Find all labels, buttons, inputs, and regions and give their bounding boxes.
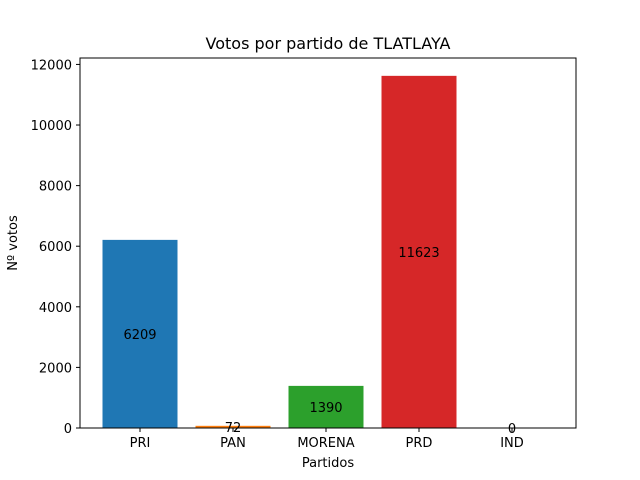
y-axis-label: Nº votos [6, 215, 21, 271]
bar-pri [102, 239, 178, 428]
y-tick-label-12000: 12000 [31, 58, 72, 73]
y-tick-label-10000: 10000 [31, 119, 72, 134]
y-tick-label-2000: 2000 [39, 361, 72, 376]
bars-group [102, 75, 457, 429]
bar-value-label-morena: 1390 [309, 401, 342, 416]
chart-title: Votos por partido de TLATLAYA [206, 34, 451, 53]
x-tick-label-pan: PAN [220, 436, 246, 451]
x-axis-label: Partidos [302, 456, 354, 471]
y-tick-label-8000: 8000 [39, 180, 72, 195]
y-tick-label-4000: 4000 [39, 301, 72, 316]
bar-prd [381, 75, 457, 429]
bar-pan [195, 425, 271, 428]
x-tick-label-morena: MORENA [297, 436, 354, 451]
y-tick-label-0: 0 [64, 422, 72, 437]
bar-value-label-pri: 6209 [123, 328, 156, 343]
plot-frame [79, 57, 577, 429]
x-tick-label-prd: PRD [406, 436, 433, 451]
y-tick-label-6000: 6000 [39, 240, 72, 255]
y-axis: 0 2000 4000 6000 8000 10000 12000 [31, 58, 80, 437]
bar-morena [288, 385, 364, 428]
x-tick-label-ind: IND [500, 436, 524, 451]
x-axis: PRI PAN MORENA PRD IND [130, 428, 524, 451]
bar-value-label-prd: 11623 [398, 246, 439, 261]
x-tick-label-pri: PRI [130, 436, 151, 451]
